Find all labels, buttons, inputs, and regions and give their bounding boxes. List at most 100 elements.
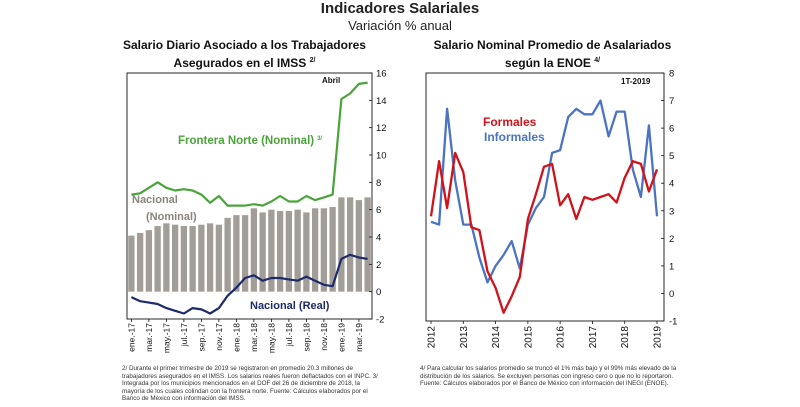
x-tick-label: ene.-19: [336, 323, 346, 352]
x-tick-label: mar.-19: [354, 323, 364, 352]
main-title: Indicadores Salariales: [320, 0, 480, 17]
label-frontera-norte-footnote: 3/: [317, 136, 322, 142]
x-tick-label: jul.-18: [284, 323, 294, 347]
bar-nacional-nominal: [250, 208, 258, 292]
y-tick-label: 6: [376, 205, 381, 216]
x-tick-label: 2012: [427, 326, 438, 349]
bar-nacional-nominal: [294, 209, 301, 292]
label-nacional-nominal-1: Nacional: [132, 194, 178, 206]
line-informales: [430, 99, 659, 284]
label-formales: Formales: [483, 115, 537, 129]
left-chart-title-line2: Asegurados en el IMSS: [173, 56, 307, 70]
bar-nacional-nominal: [206, 223, 214, 292]
bar-nacional-nominal: [154, 226, 161, 292]
bar-nacional-nominal: [268, 209, 275, 292]
bar-nacional-nominal: [233, 215, 240, 292]
left-chart-title-footnote: 2/: [309, 57, 316, 64]
x-tick-label: 2016: [556, 326, 567, 349]
x-tick-label: 2019: [653, 326, 664, 349]
x-tick-label: ene.-17: [126, 323, 136, 352]
x-tick-label: 2015: [523, 326, 534, 349]
y-tick-label: 4: [669, 179, 674, 190]
x-tick-label: sep.-18: [301, 323, 311, 352]
y-tick-label: 6: [669, 124, 674, 135]
y-tick-label: 0: [376, 287, 381, 298]
bar-nacional-nominal: [346, 197, 354, 292]
x-tick-label: ene.-18: [231, 323, 241, 352]
right-chart-title-line2: según la ENOE: [504, 56, 591, 70]
bar-nacional-nominal: [198, 224, 205, 292]
y-tick-label: 8: [669, 69, 674, 80]
y-tick-label: 1: [669, 261, 674, 272]
x-tick-label: sep.-17: [196, 323, 206, 352]
left-chart-title-line1: Salario Diario Asociado a los Trabajador…: [123, 38, 366, 52]
x-tick-label: may.-17: [161, 323, 171, 353]
x-tick-label: nov.-18: [319, 323, 329, 351]
label-frontera-norte: Frontera Norte (Nominal) 3/: [178, 135, 322, 147]
label-frontera-norte-text: Frontera Norte (Nominal): [178, 135, 314, 147]
right-chart-title-footnote: 4/: [594, 57, 601, 64]
right-footnotes: 4/ Para calcular los salarios promedio s…: [420, 365, 677, 388]
bar-nacional-nominal: [329, 206, 336, 292]
right-plot-frame: [425, 72, 665, 322]
bar-nacional-nominal: [338, 197, 345, 292]
bar-nacional-nominal: [311, 208, 319, 292]
bar-nacional-nominal: [189, 226, 196, 292]
label-informales: Informales: [484, 130, 545, 144]
x-tick-label: mar.-18: [249, 323, 259, 352]
x-tick-label: jul.-17: [179, 323, 189, 347]
y-tick-label: 10: [376, 151, 387, 162]
bar-nacional-nominal: [259, 212, 266, 292]
y-tick-label: -2: [376, 315, 384, 326]
bar-nacional-nominal: [364, 197, 371, 292]
x-tick-label: 2014: [491, 326, 502, 349]
bar-nacional-nominal: [355, 200, 363, 292]
left-chart-title: Salario Diario Asociado a los Trabajador…: [112, 38, 377, 71]
label-abril: Abril: [322, 76, 340, 85]
y-tick-label: 4: [376, 233, 381, 244]
line-nacional-real: [130, 253, 368, 315]
y-tick-label: -1: [669, 317, 677, 328]
bar-nacional-nominal: [320, 208, 328, 292]
bar-nacional-nominal: [145, 230, 153, 292]
right-chart-title: Salario Nominal Promedio de Asalariados …: [410, 38, 695, 71]
x-tick-label: 2018: [620, 326, 631, 349]
bar-nacional-nominal: [163, 223, 170, 292]
bar-nacional-nominal: [128, 235, 135, 292]
y-tick-label: 14: [376, 96, 387, 107]
bar-nacional-nominal: [303, 212, 310, 292]
y-tick-label: 2: [376, 260, 381, 271]
main-subtitle: Variación % anual: [348, 18, 452, 33]
y-tick-label: 12: [376, 123, 387, 134]
right-chart-title-line1: Salario Nominal Promedio de Asalariados: [433, 38, 672, 52]
bar-nacional-nominal: [215, 224, 223, 292]
x-tick-label: mar.-17: [144, 323, 154, 352]
x-tick-label: nov.-17: [214, 323, 224, 351]
bar-nacional-nominal: [224, 217, 231, 292]
bar-nacional-nominal: [171, 224, 179, 292]
y-tick-label: 2: [669, 234, 674, 245]
left-footnotes: 2/ Durante el primer trimestre de 2019 s…: [122, 365, 378, 403]
y-tick-label: 0: [669, 289, 674, 300]
label-nacional-nominal-2: (Nominal): [146, 211, 197, 223]
bar-nacional-nominal: [241, 215, 249, 292]
bar-nacional-nominal: [276, 211, 284, 292]
line-frontera-norte: [131, 81, 368, 207]
y-tick-label: 7: [669, 96, 674, 107]
left-plot-frame: [126, 72, 373, 320]
bar-nacional-nominal: [285, 211, 293, 292]
line-formales: [429, 151, 659, 314]
y-tick-label: 3: [669, 206, 674, 217]
label-nacional-real: Nacional (Real): [250, 300, 330, 312]
bar-nacional-nominal: [180, 226, 188, 292]
x-tick-label: may.-18: [266, 323, 276, 353]
label-period: 1T-2019: [621, 77, 651, 86]
x-tick-label: 2013: [459, 326, 470, 349]
y-tick-label: 16: [376, 69, 387, 80]
y-tick-label: 8: [376, 178, 381, 189]
x-tick-label: 2017: [588, 326, 599, 349]
bar-nacional-nominal: [136, 232, 144, 292]
y-tick-label: 5: [669, 151, 674, 162]
